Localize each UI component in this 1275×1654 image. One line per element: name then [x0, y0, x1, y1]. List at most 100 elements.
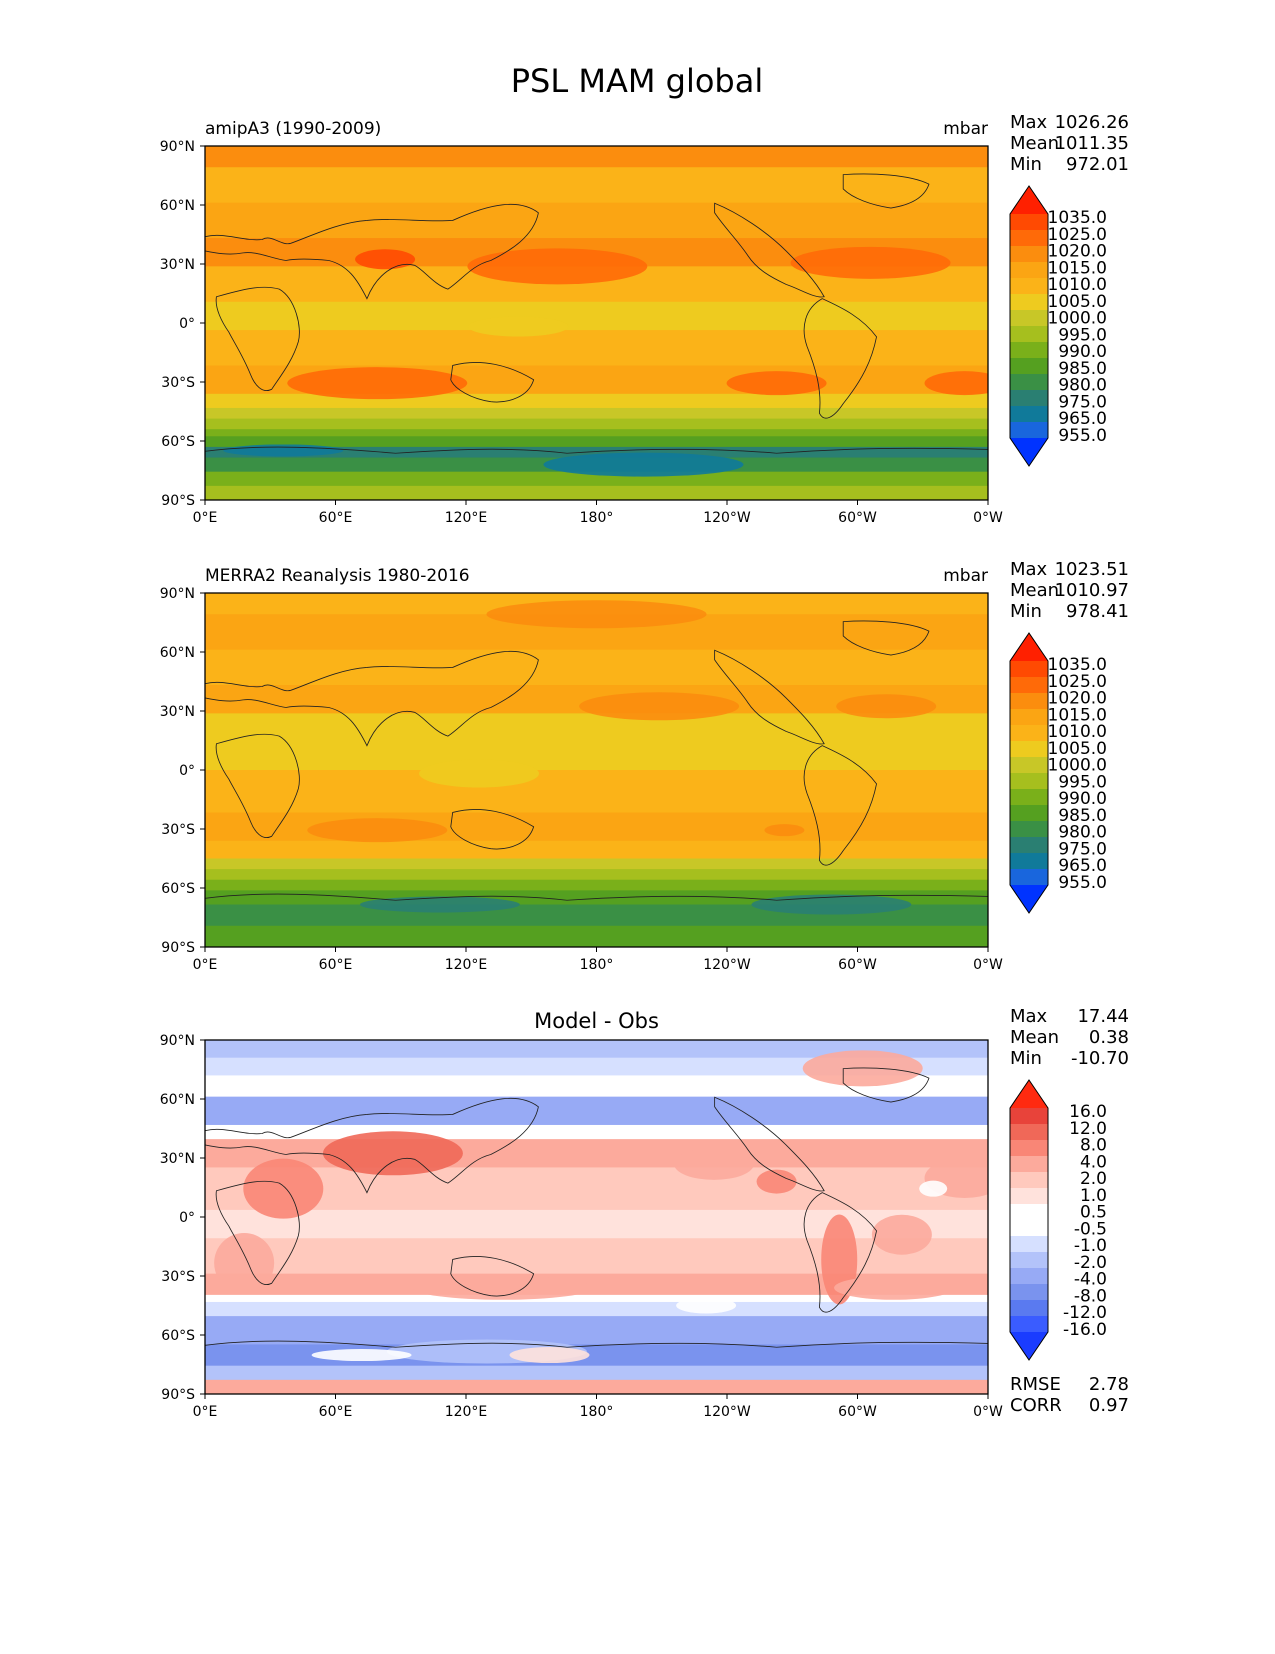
colorbar-tick-label: 1035.0	[1048, 655, 1107, 675]
contour-region	[486, 600, 707, 629]
lat-tick-label: 0°	[179, 1210, 195, 1226]
stat-value-mean: 0.38	[1089, 1027, 1129, 1048]
colorbar-tick-label: 1020.0	[1048, 689, 1107, 709]
colorbar-segment	[1010, 757, 1048, 774]
colorbar-segment	[1010, 661, 1048, 678]
colorbar-segment	[1010, 709, 1048, 726]
contour-region	[287, 367, 468, 400]
colorbar-tick-label: 995.0	[1058, 772, 1107, 792]
lon-tick-label: 0°W	[973, 1404, 1003, 1420]
stat-label-max: Max	[1010, 1006, 1048, 1027]
colorbar-tick-label: 1025.0	[1048, 225, 1107, 245]
contour-region	[468, 316, 569, 337]
contour-band	[205, 471, 988, 487]
lat-tick-label: 90°S	[161, 493, 195, 509]
lon-tick-label: 120°W	[703, 510, 751, 526]
colorbar-segment	[1010, 214, 1048, 231]
panel-left-title: amipA3 (1990-2009)	[205, 119, 381, 139]
contour-region	[871, 1214, 932, 1255]
colorbar-segment	[1010, 725, 1048, 742]
contour-band	[205, 1057, 988, 1076]
colorbar-obs: 1035.01025.01020.01015.01010.01005.01000…	[1009, 632, 1107, 914]
colorbar-segment	[1010, 837, 1048, 854]
colorbar-segment	[1010, 390, 1048, 407]
stat-value-max: 17.44	[1077, 1006, 1129, 1027]
contour-region	[311, 1349, 412, 1362]
contour-region	[790, 246, 951, 279]
colorbar-tick-label: 990.0	[1058, 789, 1107, 809]
panel-units: mbar	[943, 119, 988, 139]
contour-band	[205, 1365, 988, 1381]
colorbar-tick-label: 1005.0	[1048, 739, 1107, 759]
contour-band	[205, 446, 988, 459]
contour-band	[205, 770, 988, 814]
stat-label-min: Min	[1010, 1048, 1042, 1069]
contour-band	[205, 1301, 988, 1317]
colorbar-tick-label: 990.0	[1058, 342, 1107, 362]
lat-tick-label: 60°S	[161, 434, 195, 450]
colorbar-segment	[1010, 869, 1048, 886]
lat-tick-label: 90°S	[161, 1387, 195, 1403]
contour-region	[307, 818, 448, 843]
colorbar-outline	[1009, 1079, 1049, 1361]
contour-region	[676, 1297, 737, 1314]
colorbar-extend-max	[1010, 1080, 1048, 1108]
contour-region	[412, 1275, 593, 1300]
colorbar-segment	[1010, 1284, 1048, 1301]
colorbar-tick-label: 12.0	[1069, 1119, 1107, 1139]
contour-band	[205, 1096, 988, 1126]
colorbar-tick-label: -16.0	[1063, 1320, 1107, 1340]
contour-region	[322, 1131, 463, 1176]
colorbar-segment	[1010, 246, 1048, 263]
lat-tick-label: 60°S	[161, 881, 195, 897]
colorbar-segment	[1010, 853, 1048, 870]
contour-band	[205, 879, 988, 891]
lat-tick-label: 0°	[179, 316, 195, 332]
colorbar-tick-label: 955.0	[1058, 426, 1107, 446]
lat-tick-label: 60°S	[161, 1328, 195, 1344]
colorbar-segment	[1010, 1236, 1048, 1253]
colorbar-segment	[1010, 1300, 1048, 1317]
contour-region	[214, 1233, 275, 1294]
colorbar-outline	[1009, 632, 1049, 914]
lon-tick-label: 0°E	[193, 1404, 218, 1420]
colorbar-segment	[1010, 773, 1048, 790]
lon-tick-label: 180°	[580, 510, 614, 526]
colorbar-extend-min	[1010, 1332, 1048, 1360]
contour-band	[205, 167, 988, 204]
stat-label-min: Min	[1010, 601, 1042, 622]
colorbar-tick-label: 1.0	[1080, 1186, 1107, 1206]
lat-tick-label: 90°N	[160, 1033, 195, 1049]
contour-band	[205, 407, 988, 420]
colorbar-segment	[1010, 677, 1048, 694]
colorbar-tick-label: -1.0	[1074, 1236, 1107, 1256]
colorbar-tick-label: 1010.0	[1048, 275, 1107, 295]
colorbar-tick-label: 1015.0	[1048, 705, 1107, 725]
panel-units: mbar	[943, 566, 988, 586]
colorbar-extend-max	[1010, 186, 1048, 214]
lat-tick-label: 30°S	[161, 1269, 195, 1285]
colorbar-segment	[1010, 230, 1048, 247]
contour-band	[205, 858, 988, 870]
stat-value-min: -10.70	[1071, 1048, 1129, 1069]
colorbar-tick-label: 1015.0	[1048, 258, 1107, 278]
colorbar-tick-label: 965.0	[1058, 409, 1107, 429]
colorbar-segment	[1010, 1204, 1048, 1221]
colorbar-segment	[1010, 406, 1048, 423]
colorbar-tick-label: 985.0	[1058, 806, 1107, 826]
lon-tick-label: 60°E	[319, 510, 353, 526]
contour-band	[205, 1209, 988, 1239]
colorbar-tick-label: -0.5	[1074, 1219, 1107, 1239]
colorbar-segment	[1010, 310, 1048, 327]
lon-tick-label: 60°W	[838, 1404, 877, 1420]
panel-obs: MERRA2 Reanalysis 1980-2016 mbar 90°N 60°N 3…	[160, 559, 1129, 973]
colorbar-tick-label: 975.0	[1058, 839, 1107, 859]
contour-band	[205, 436, 988, 448]
contour-region	[509, 1347, 590, 1364]
panel-left-title: MERRA2 Reanalysis 1980-2016	[205, 566, 470, 586]
colorbar-segment	[1010, 278, 1048, 295]
contour-band	[205, 1273, 988, 1296]
contour-band	[205, 840, 988, 860]
contour-band	[205, 1167, 988, 1211]
